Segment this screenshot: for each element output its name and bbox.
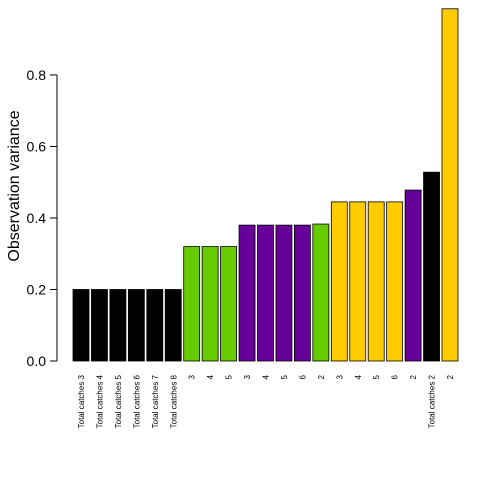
bar: [404, 189, 422, 362]
x-category-label: 2: [409, 374, 418, 379]
bar: [349, 201, 367, 362]
bar: [127, 289, 145, 362]
bar: [275, 224, 293, 362]
x-category-label: Total catches 3: [77, 374, 86, 428]
x-axis-labels: Total catches 3 Total catches 4 Total catc…: [77, 374, 455, 428]
y-axis: 0.0 0.2 0.4 0.6 0.8: [27, 67, 58, 369]
bar: [330, 201, 348, 362]
x-category-label: 4: [354, 374, 363, 379]
bar: [91, 289, 108, 362]
bar: [201, 246, 219, 362]
x-category-label: 3: [188, 374, 197, 379]
bar: [183, 246, 201, 362]
bar: [164, 289, 182, 362]
x-category-label: 6: [391, 374, 400, 379]
bar: [109, 289, 127, 362]
y-axis-title: Observation variance: [6, 110, 23, 261]
y-tick-label: 0.0: [27, 353, 47, 369]
bar: [423, 171, 440, 362]
x-category-label: 5: [372, 374, 381, 379]
x-category-label: Total catches 4: [95, 374, 104, 428]
bar: [441, 8, 459, 362]
x-category-label: 4: [262, 374, 271, 379]
bar: [220, 246, 238, 362]
bar: [72, 289, 90, 362]
bar: [312, 223, 330, 362]
x-category-label: 5: [280, 374, 289, 379]
x-category-label: 3: [335, 374, 344, 379]
x-category-label: 6: [298, 374, 307, 379]
bar: [257, 224, 274, 362]
x-category-label: Total catches 6: [132, 374, 141, 428]
y-tick-label: 0.8: [27, 67, 47, 83]
x-category-label: 5: [225, 374, 234, 379]
x-category-label: Total catches 7: [151, 374, 160, 428]
x-category-label: 2: [317, 374, 326, 379]
y-tick-label: 0.6: [27, 138, 47, 154]
x-category-label: 3: [243, 374, 252, 379]
bar: [386, 201, 404, 362]
y-tick-label: 0.4: [27, 210, 47, 226]
x-category-label: 2: [446, 374, 455, 379]
x-category-label: Total catches 2: [428, 374, 437, 428]
y-tick-label: 0.2: [27, 281, 47, 297]
bar: [238, 224, 256, 362]
bar: [367, 201, 385, 362]
bar: [146, 289, 164, 362]
bar: [293, 224, 311, 362]
x-category-label: Total catches 5: [114, 374, 123, 428]
x-category-label: 4: [206, 374, 215, 379]
x-category-label: Total catches 8: [169, 374, 178, 428]
bars-group: [72, 8, 459, 362]
